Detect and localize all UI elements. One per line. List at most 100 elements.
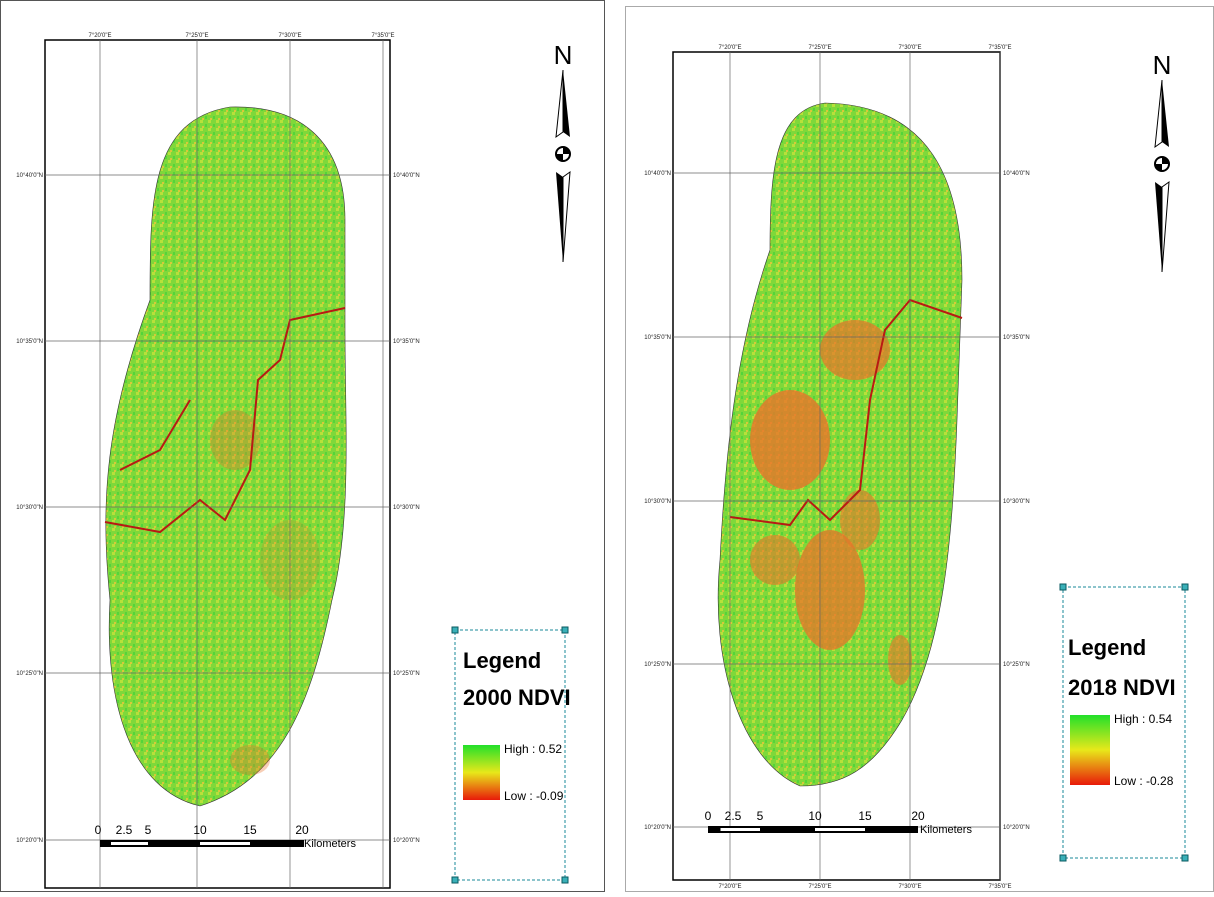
lat-label: 10°35'0"N xyxy=(1003,335,1030,341)
lon-label: 7°20'0"E xyxy=(718,45,741,51)
selection-handle xyxy=(451,876,459,884)
north-label: N xyxy=(554,40,573,70)
lat-label: 10°25'0"N xyxy=(644,662,671,668)
lat-label: 10°40'0"N xyxy=(644,171,671,177)
lat-label: 10°30'0"N xyxy=(644,499,671,505)
lat-label: 10°30'0"N xyxy=(1003,499,1030,505)
river xyxy=(729,298,963,527)
selection-handle xyxy=(1181,583,1189,591)
river xyxy=(104,307,346,534)
lon-label: 7°30'0"E xyxy=(898,45,921,51)
scale-bar xyxy=(708,826,918,833)
selection-handle xyxy=(1059,583,1067,591)
scale-label: 2.5 xyxy=(116,823,133,837)
lat-label: 10°35'0"N xyxy=(644,335,671,341)
lon-label: 7°35'0"E xyxy=(988,884,1011,890)
lat-label: 10°20'0"N xyxy=(393,838,420,844)
lon-label: 7°35'0"E xyxy=(988,45,1011,51)
scale-label: 15 xyxy=(243,823,257,837)
color-ramp xyxy=(1070,715,1110,785)
north-arrow xyxy=(563,70,570,137)
lat-label: 10°35'0"N xyxy=(16,339,43,345)
scale-label: 0 xyxy=(95,823,102,837)
scale-bar-segment xyxy=(815,828,865,831)
selection-handle xyxy=(1059,854,1067,862)
scale-bar-segment xyxy=(124,842,148,845)
low-ndvi-area xyxy=(230,745,270,775)
low-ndvi-area xyxy=(750,535,800,585)
north-label: N xyxy=(1153,50,1172,80)
lon-label: 7°30'0"E xyxy=(898,884,921,890)
legend-high: High : 0.54 xyxy=(1114,712,1172,726)
selection-handle xyxy=(561,876,569,884)
north-arrow xyxy=(556,147,570,161)
scale-label: 10 xyxy=(808,809,822,823)
lon-label: 7°20'0"E xyxy=(718,884,741,890)
lat-label: 10°30'0"N xyxy=(393,505,420,511)
low-ndvi-area xyxy=(888,635,912,685)
scale-label: 2.5 xyxy=(725,809,742,823)
legend-low: Low : -0.09 xyxy=(504,789,564,803)
scale-bar-segment xyxy=(720,828,733,831)
low-ndvi-area xyxy=(820,320,890,380)
ndvi-raster xyxy=(105,106,347,807)
selection-handle xyxy=(1181,854,1189,862)
legend-box xyxy=(454,629,566,881)
lat-label: 10°30'0"N xyxy=(16,505,43,511)
north-arrow xyxy=(1154,79,1163,149)
legend-title: Legend xyxy=(1068,635,1146,660)
low-ndvi-area xyxy=(210,410,260,470)
scale-label: 5 xyxy=(757,809,764,823)
ndvi-raster xyxy=(717,102,963,787)
lat-label: 10°20'0"N xyxy=(644,825,671,831)
lon-label: 7°25'0"E xyxy=(185,33,208,39)
scale-label: 20 xyxy=(295,823,309,837)
legend-high: High : 0.52 xyxy=(504,742,562,756)
north-arrow xyxy=(555,69,564,139)
scale-label: 10 xyxy=(193,823,207,837)
lon-label: 7°25'0"E xyxy=(808,884,831,890)
north-arrow xyxy=(556,172,563,262)
lat-label: 10°40'0"N xyxy=(393,173,420,179)
lon-label: 7°30'0"E xyxy=(278,33,301,39)
lat-label: 10°40'0"N xyxy=(16,173,43,179)
lat-label: 10°35'0"N xyxy=(393,339,420,345)
lat-label: 10°25'0"N xyxy=(393,671,420,677)
river xyxy=(119,399,191,471)
north-arrow xyxy=(1161,180,1170,273)
scale-label: 0 xyxy=(705,809,712,823)
color-ramp xyxy=(463,745,500,800)
scale-bar-segment xyxy=(733,828,760,831)
lon-label: 7°35'0"E xyxy=(371,33,394,39)
map: 7°20'0"E 7°20'0"E 7°25'0"E 7°25'0"E 7°30'0"E… xyxy=(644,45,1189,890)
lon-label: 7°20'0"E xyxy=(88,33,111,39)
scale-bar-segment xyxy=(200,842,250,845)
legend-subtitle: 2018 NDVI xyxy=(1068,675,1176,700)
legend-title: Legend xyxy=(463,648,541,673)
lat-label: 10°40'0"N xyxy=(1003,171,1030,177)
lat-label: 10°25'0"N xyxy=(16,671,43,677)
scale-label: 5 xyxy=(145,823,152,837)
scale-label: 15 xyxy=(858,809,872,823)
low-ndvi-area xyxy=(750,390,830,490)
map-frame xyxy=(44,39,391,889)
low-ndvi-area xyxy=(840,490,880,550)
scale-unit: Kilometers xyxy=(920,824,972,836)
lat-label: 10°20'0"N xyxy=(16,838,43,844)
scale-bar-segment xyxy=(111,842,124,845)
selection-handle xyxy=(561,626,569,634)
legend-box xyxy=(1062,586,1186,859)
north-arrow xyxy=(1162,80,1169,147)
scale-unit: Kilometers xyxy=(304,838,356,850)
lat-label: 10°25'0"N xyxy=(1003,662,1030,668)
north-arrow xyxy=(1155,182,1162,272)
legend-subtitle: 2000 NDVI xyxy=(463,685,571,710)
map: 7°20'0"E7°20'0"E7°25'0"E7°25'0"E7°30'0"E… xyxy=(16,33,573,897)
low-ndvi-area xyxy=(795,530,865,650)
lat-label: 10°20'0"N xyxy=(1003,825,1030,831)
selection-handle xyxy=(451,626,459,634)
north-arrow xyxy=(562,170,571,263)
north-arrow xyxy=(1155,157,1169,171)
lon-label: 7°25'0"E xyxy=(808,45,831,51)
